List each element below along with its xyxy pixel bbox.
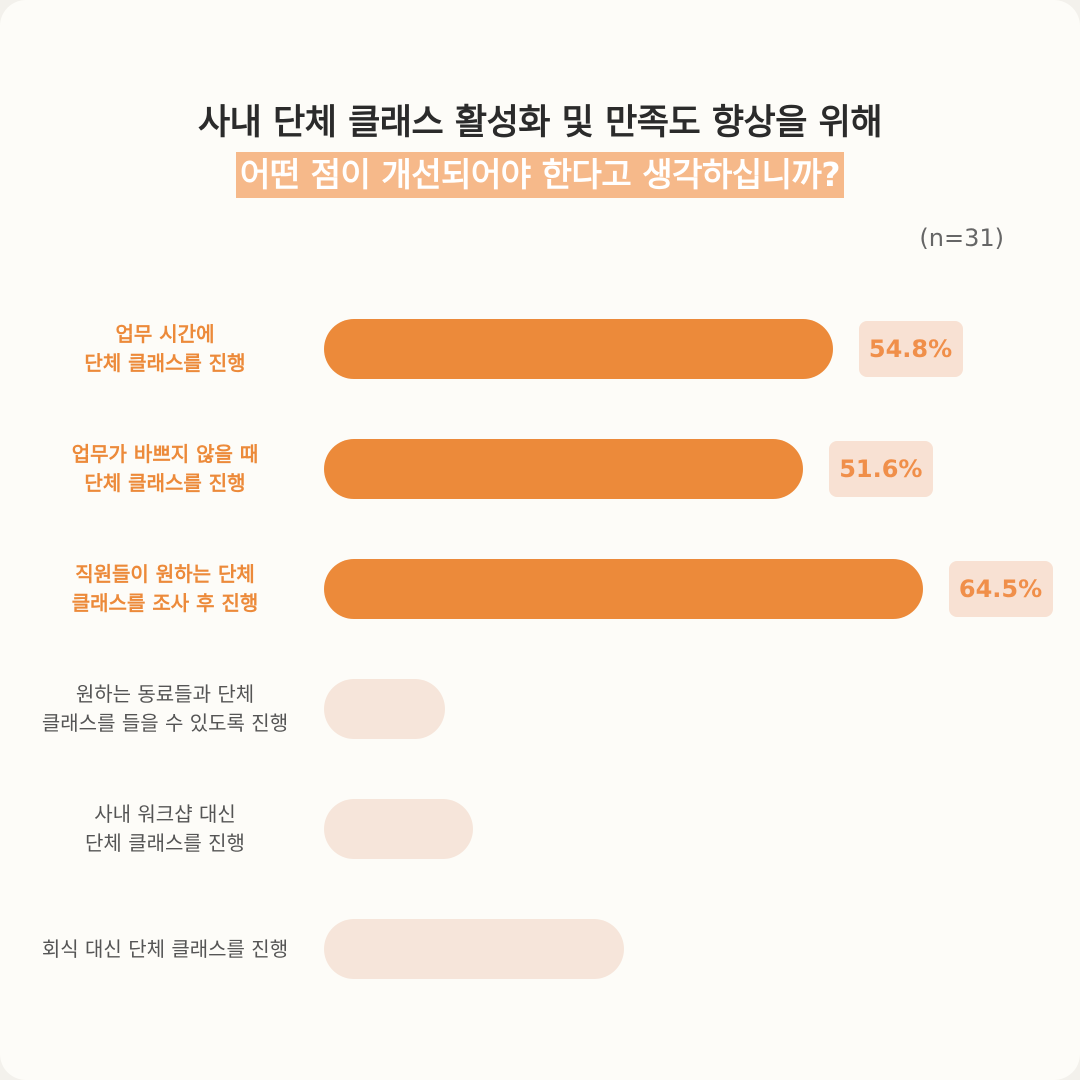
category-label-line: 업무가 바쁘지 않을 때 <box>71 442 259 466</box>
chart-subtitle-wrap: 어떤 점이 개선되어야 한다고 생각하십니까? <box>0 152 1080 198</box>
bar-6 <box>324 919 624 979</box>
category-label-line: 클래스를 들을 수 있도록 진행 <box>41 711 289 735</box>
value-label-1: 54.8% <box>858 321 963 377</box>
category-label-line: 단체 클래스를 진행 <box>84 351 246 375</box>
bar-3 <box>324 559 923 619</box>
category-label-line: 단체 클래스를 진행 <box>85 831 245 855</box>
category-label-line: 회식 대신 단체 클래스를 진행 <box>41 936 289 961</box>
category-label-line: 클래스를 조사 후 진행 <box>71 591 259 615</box>
bar-2 <box>324 439 803 499</box>
value-label-2: 51.6% <box>828 441 933 497</box>
chart-subtitle: 어떤 점이 개선되어야 한다고 생각하십니까? <box>235 152 845 198</box>
bar-1 <box>324 319 833 379</box>
value-label-3: 64.5% <box>948 561 1053 617</box>
bar-4 <box>324 679 445 739</box>
category-label-line: 원하는 동료들과 단체 <box>75 682 255 706</box>
chart-title: 사내 단체 클래스 활성화 및 만족도 향상을 위해 <box>197 103 883 143</box>
sample-size: (n=31) <box>919 224 1004 252</box>
category-label-6: 회식 대신 단체 클래스를 진행 <box>0 935 330 964</box>
bar-5 <box>324 799 474 859</box>
category-label-line: 단체 클래스를 진행 <box>84 471 246 495</box>
category-label-line: 사내 워크샵 대신 <box>94 802 236 826</box>
category-label-line: 직원들이 원하는 단체 <box>75 562 255 586</box>
category-label-line: 업무 시간에 <box>115 322 215 346</box>
